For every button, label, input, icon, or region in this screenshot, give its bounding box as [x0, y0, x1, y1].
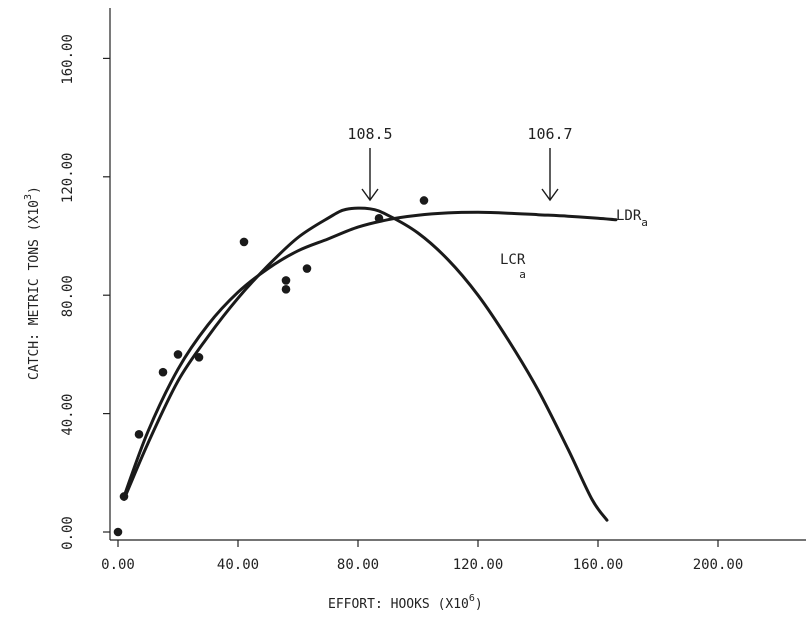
data-point	[419, 196, 429, 205]
x-tick-label: 160.00	[573, 557, 624, 573]
data-point	[194, 353, 204, 362]
x-ticks: 0.00 40.00 80.00 120.00 160.00 200.00	[101, 540, 743, 573]
data-point	[113, 527, 123, 537]
data-point	[281, 276, 291, 285]
series-label-ldr: LDRa	[616, 208, 648, 229]
y-tick-label: 0.00	[60, 516, 76, 550]
y-tick-label: 80.00	[60, 275, 76, 317]
annotation-arrowhead	[361, 188, 379, 202]
y-ticks: 0.00 40.00 80.00 120.00 160.00	[60, 34, 110, 550]
data-point	[158, 367, 168, 377]
data-point	[374, 213, 384, 223]
x-axis-title: EFFORT: HOOKS (X106)	[328, 593, 483, 612]
data-point	[239, 237, 249, 247]
x-axis-title-suffix: )	[475, 597, 483, 612]
annotation-arrowhead	[541, 188, 559, 202]
y-axis-title: CATCH: METRIC TONS (X103)	[23, 186, 42, 380]
data-point	[302, 264, 312, 273]
x-tick-label: 40.00	[217, 557, 259, 573]
x-tick-label: 120.00	[453, 557, 504, 573]
y-axis-title-sup: 3	[23, 194, 34, 200]
y-tick-label: 160.00	[60, 34, 76, 85]
annotation-label: 106.7	[527, 125, 572, 143]
series-label-ldr-sub: a	[641, 216, 648, 229]
curves	[122, 206, 618, 522]
x-tick-label: 0.00	[101, 557, 135, 573]
data-points	[113, 196, 429, 537]
series-label-lcr-name: LCR	[500, 252, 526, 268]
series-line-ldr	[122, 210, 618, 498]
data-point	[281, 284, 291, 294]
annotation-label: 108.5	[347, 125, 392, 143]
series-label-lcr-sub: a	[519, 268, 526, 281]
x-axis-title-text: EFFORT: HOOKS (X10	[328, 597, 469, 612]
data-point	[173, 350, 183, 359]
y-axis-title-suffix: )	[27, 186, 42, 194]
x-tick-label: 200.00	[693, 557, 744, 573]
annotations: 108.5 106.7	[347, 125, 573, 202]
y-tick-label: 120.00	[60, 153, 76, 204]
data-point	[134, 430, 144, 439]
series-line-lcr	[122, 206, 609, 522]
series-label-ldr-name: LDR	[616, 208, 642, 224]
x-axis-title-sup: 6	[469, 593, 475, 604]
y-tick-label: 40.00	[60, 394, 76, 436]
data-point	[119, 492, 129, 501]
series-label-lcr: LCR a	[500, 252, 526, 281]
y-axis-title-text: CATCH: METRIC TONS (X10	[27, 200, 42, 380]
x-tick-label: 80.00	[337, 557, 379, 573]
